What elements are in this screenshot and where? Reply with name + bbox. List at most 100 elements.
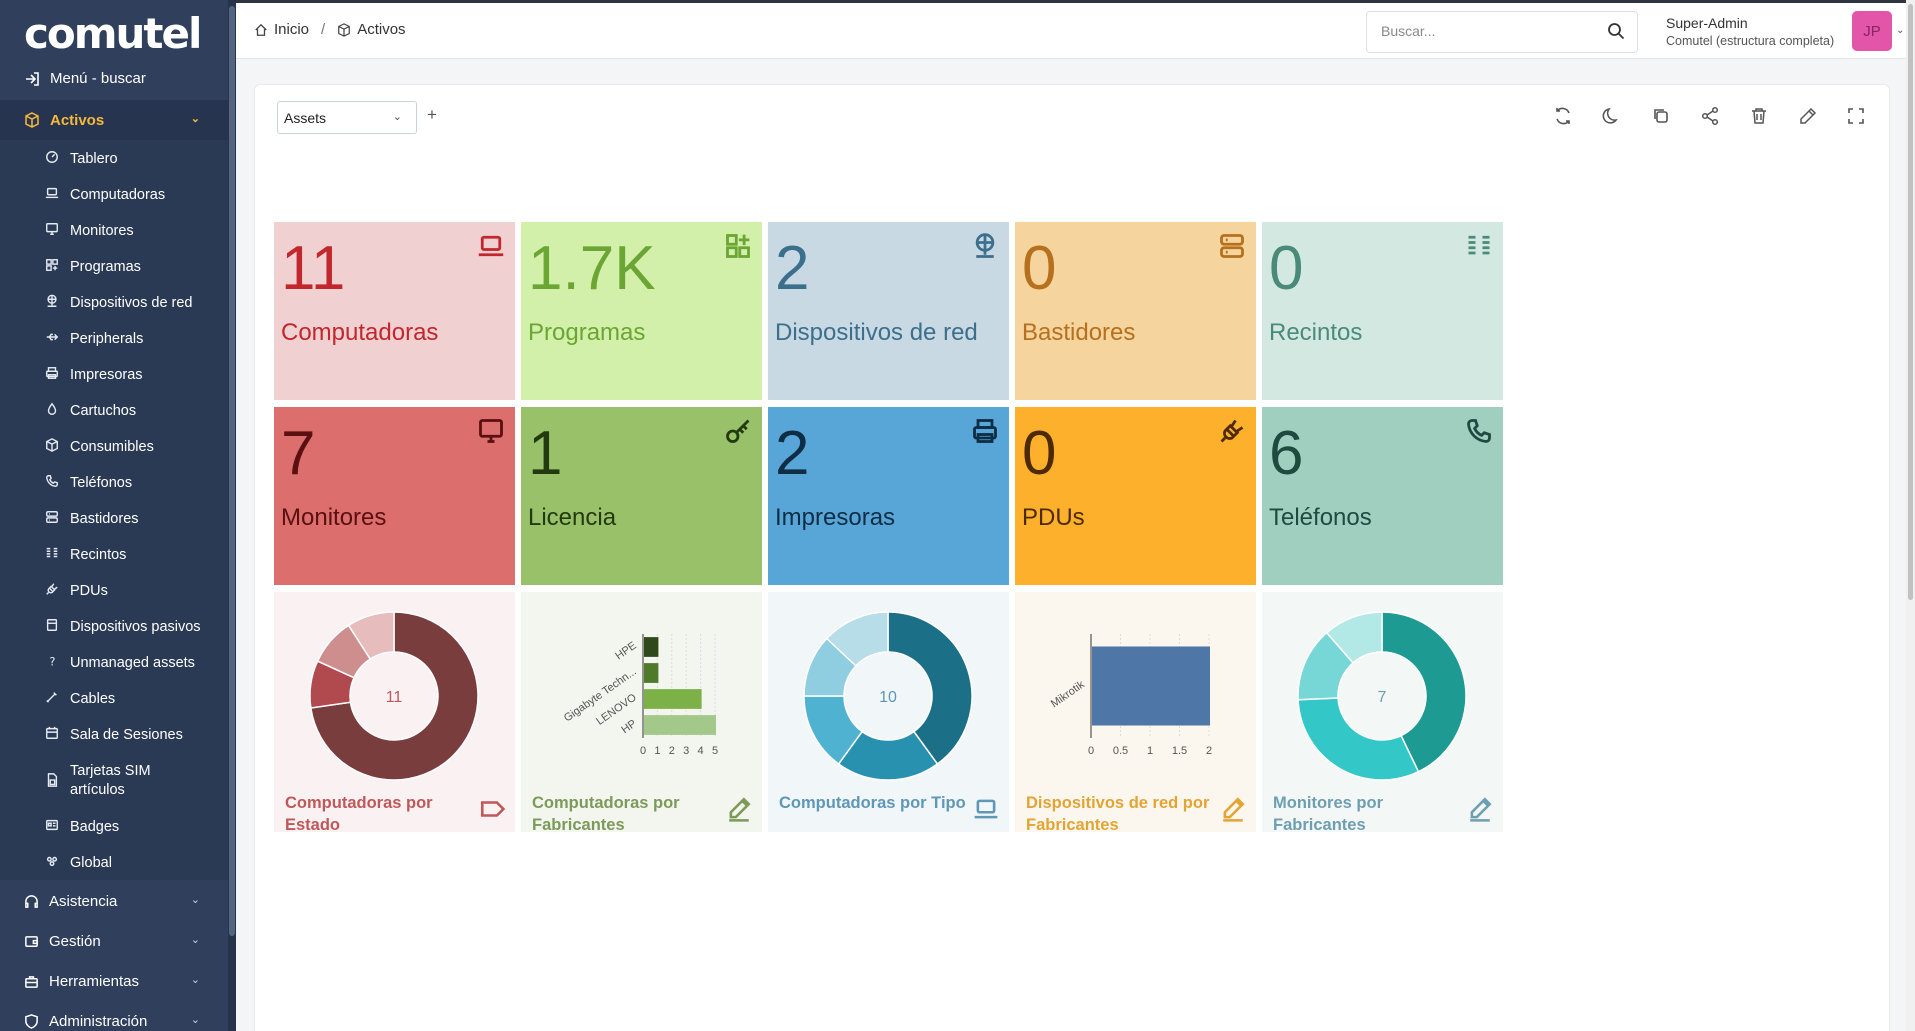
sidebar-item-19[interactable]: Global: [44, 854, 112, 871]
donut-slice[interactable]: [347, 611, 395, 661]
sidebar-item-11[interactable]: Recintos: [44, 546, 126, 563]
server-icon: [46, 511, 58, 523]
donut-slice[interactable]: [887, 611, 973, 766]
tick-label: 1: [1147, 745, 1153, 757]
stat-tile[interactable]: 0 Bastidores: [1015, 222, 1256, 400]
sidebar-item-label: PDUs: [70, 582, 108, 599]
sidebar-item-1[interactable]: Computadoras: [44, 186, 165, 203]
sidebar-item-14[interactable]: ? Unmanaged assets: [44, 654, 195, 671]
page-scroll-thumb[interactable]: [1908, 4, 1913, 600]
laptop-icon[interactable]: [973, 796, 999, 822]
search-input[interactable]: [1381, 23, 1601, 39]
stat-tile[interactable]: 6 Teléfonos: [1262, 407, 1503, 585]
donut-slice[interactable]: [1325, 611, 1383, 664]
plug-icon: [46, 583, 58, 595]
sidebar-item-10[interactable]: Bastidores: [44, 510, 139, 527]
trash-icon[interactable]: [1748, 105, 1770, 127]
sidebar-item-13[interactable]: Dispositivos pasivos: [44, 618, 201, 635]
sidebar-item-label: Computadoras: [70, 186, 166, 203]
bar[interactable]: [644, 637, 659, 657]
chart-card[interactable]: 11 Computadoras por Estado: [274, 592, 515, 834]
refresh-icon[interactable]: [1552, 105, 1574, 127]
category-3[interactable]: Administración ⌄: [0, 1001, 228, 1031]
stat-tile[interactable]: 1 Licencia: [521, 407, 762, 585]
network-icon: [971, 232, 999, 260]
chevron-down-icon[interactable]: ⌄: [1896, 25, 1905, 36]
category-1[interactable]: Gestión ⌄: [0, 921, 228, 961]
sidebar-item-6[interactable]: Impresoras: [44, 366, 143, 383]
stat-tile[interactable]: 11 Computadoras: [274, 222, 515, 400]
sidebar-item-15[interactable]: Cables: [44, 690, 115, 707]
chart-card[interactable]: 7 Monitores por Fabricantes: [1262, 592, 1503, 834]
add-dashboard-button[interactable]: +: [427, 105, 437, 124]
fullscreen-icon[interactable]: [1845, 105, 1867, 127]
bar[interactable]: [1092, 646, 1210, 726]
edit-icon[interactable]: [1797, 105, 1819, 127]
page-scrollbar[interactable]: [1906, 0, 1915, 1031]
printer-icon: [44, 366, 60, 383]
laptop-icon: [477, 232, 505, 260]
stat-tile[interactable]: 2 Dispositivos de red: [768, 222, 1009, 400]
sidebar-item-7[interactable]: Cartuchos: [44, 402, 136, 419]
sidebar-scroll-thumb[interactable]: [229, 6, 235, 936]
user-menu[interactable]: Super-Admin Comutel (estructura completa…: [1666, 15, 1834, 48]
tag-icon[interactable]: [479, 796, 506, 822]
menu-search-link[interactable]: Menú - buscar: [24, 70, 146, 87]
edit-icon: [729, 797, 751, 822]
phone-icon: [44, 474, 60, 491]
category-label: Activos: [50, 111, 105, 129]
moon-icon[interactable]: [1601, 105, 1623, 127]
sidebar-item-12[interactable]: PDUs: [44, 582, 108, 599]
copy-icon[interactable]: [1650, 105, 1672, 127]
stat-tile[interactable]: 1.7K Programas: [521, 222, 762, 400]
edit-icon[interactable]: [1467, 796, 1493, 822]
donut-center-label: 7: [1378, 689, 1387, 706]
breadcrumb-home[interactable]: Inicio: [274, 21, 310, 38]
chart-card[interactable]: 0 1 2 3 4 5 HPE Gigabyte Techn... LENOVO HP Comput…: [521, 592, 762, 834]
sidebar-scrollbar[interactable]: [228, 0, 236, 1031]
stat-tile[interactable]: 7 Monitores: [274, 407, 515, 585]
laptop-icon: [478, 235, 504, 257]
category-0[interactable]: Asistencia ⌄: [0, 881, 228, 921]
stat-tile[interactable]: 0 PDUs: [1015, 407, 1256, 585]
sidebar-item-3[interactable]: Programas: [44, 258, 141, 275]
sidebar-item-18[interactable]: Badges: [44, 818, 119, 835]
sidebar-item-9[interactable]: Teléfonos: [44, 474, 132, 491]
chart: 0 0.5 1 1.5 2 Mikrotik: [1049, 634, 1212, 757]
stat-tile[interactable]: 0 Recintos: [1262, 222, 1503, 400]
stat-tile[interactable]: 2 Impresoras: [768, 407, 1009, 585]
share-icon[interactable]: [1699, 105, 1721, 127]
network-icon: [44, 294, 60, 311]
sidebar-item-5[interactable]: Peripherals: [44, 330, 143, 347]
category-2[interactable]: Herramientas ⌄: [0, 961, 228, 1001]
search-icon[interactable]: [1607, 22, 1625, 40]
sidebar-item-label: Impresoras: [70, 366, 143, 383]
global-search[interactable]: [1366, 11, 1638, 53]
donut-slice[interactable]: [1297, 697, 1420, 781]
chart-card[interactable]: 0 0.5 1 1.5 2 Mikrotik Dispositivos de red por…: [1015, 592, 1256, 834]
edit-icon[interactable]: [726, 796, 752, 822]
bar[interactable]: [644, 663, 659, 683]
sidebar-item-0[interactable]: Tablero: [44, 150, 118, 167]
breadcrumb-activos[interactable]: Activos: [357, 21, 406, 38]
dashboard-select[interactable]: Assets ⌄: [277, 101, 417, 134]
sidebar-item-16[interactable]: Sala de Sesiones: [44, 726, 183, 743]
donut-slice[interactable]: [310, 611, 479, 781]
donut-slice[interactable]: [825, 611, 889, 667]
sidebar-item-8[interactable]: Consumibles: [44, 438, 154, 455]
edit-icon[interactable]: [1220, 796, 1246, 822]
bar[interactable]: [644, 715, 716, 735]
tile-value: 2: [775, 419, 810, 488]
avatar[interactable]: JP: [1852, 11, 1892, 51]
chart-card[interactable]: 10 Computadoras por Tipo: [768, 592, 1009, 832]
bar[interactable]: [644, 689, 702, 709]
chevron-down-icon: ⌄: [190, 113, 200, 125]
sidebar-item-17[interactable]: Tarjetas SIM artículos: [44, 762, 190, 800]
tile-label: Licencia: [528, 504, 617, 531]
donut-slice[interactable]: [1381, 611, 1467, 773]
category-activos[interactable]: Activos ⌄: [0, 100, 228, 140]
sidebar-item-4[interactable]: Dispositivos de red: [44, 294, 193, 311]
sidebar-item-2[interactable]: Monitores: [44, 222, 134, 239]
app-logo[interactable]: comutel: [24, 9, 204, 69]
tile-label: Programas: [528, 319, 646, 346]
